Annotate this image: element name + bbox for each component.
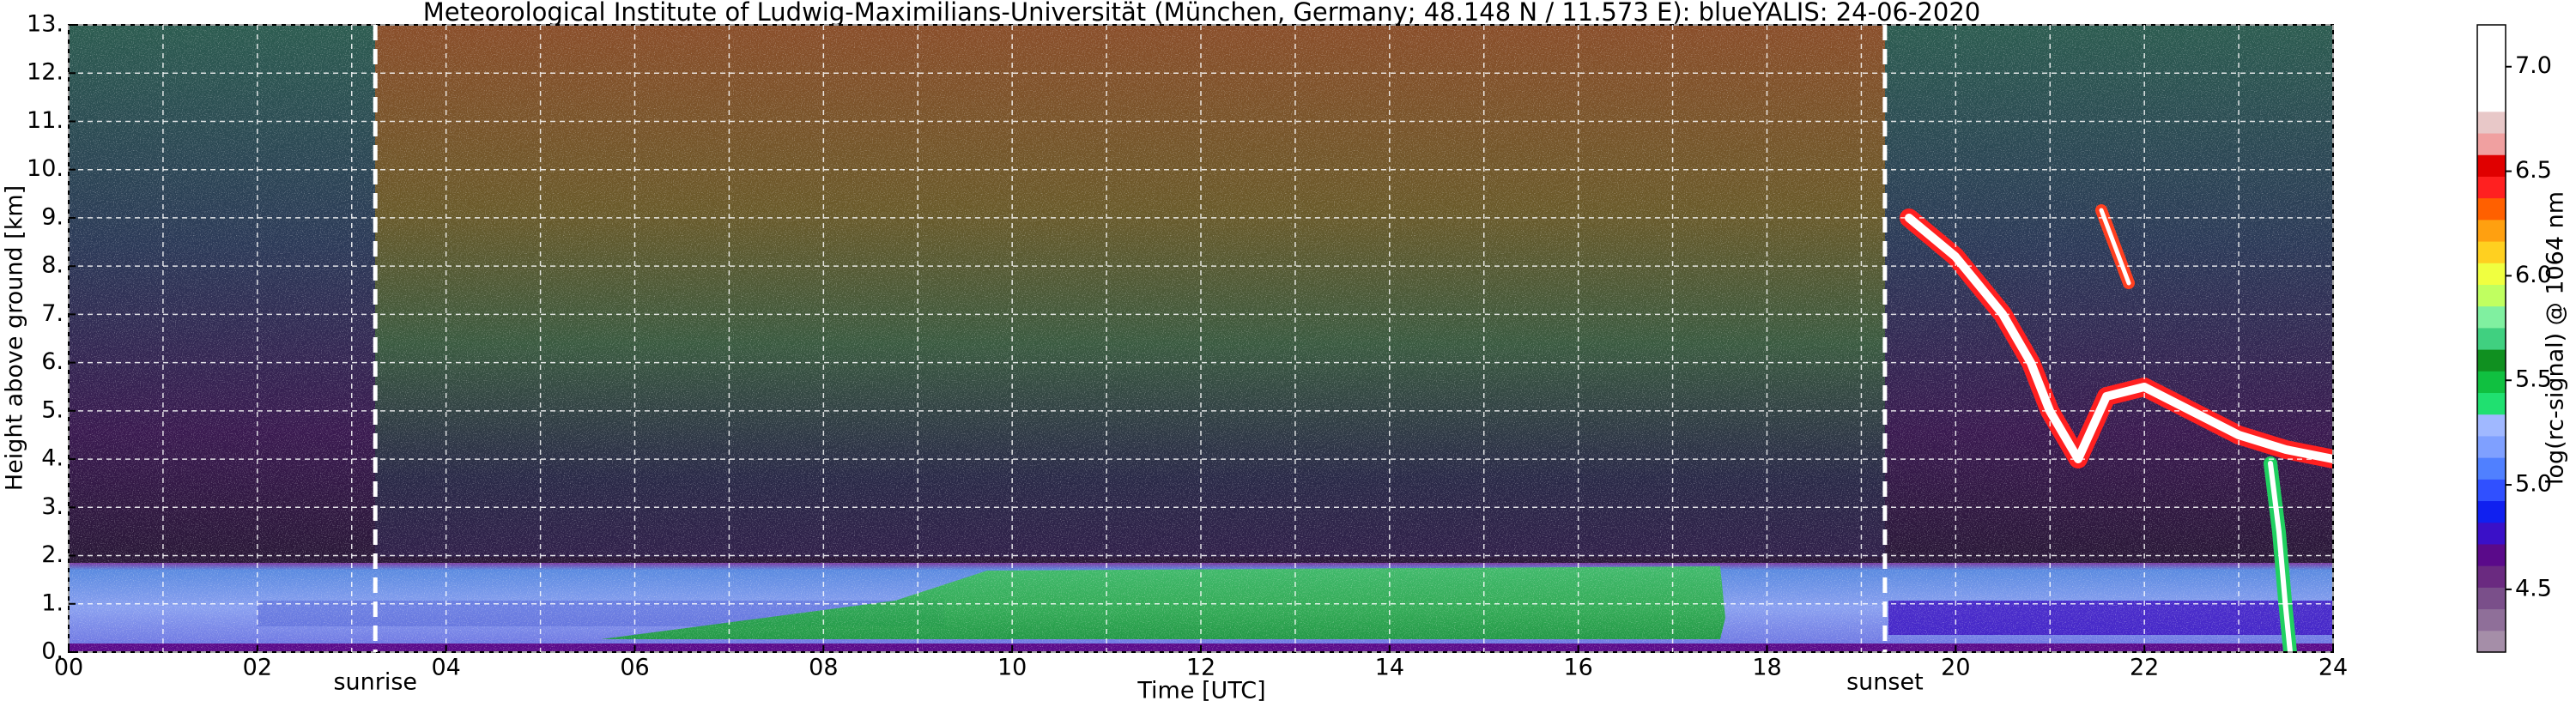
annotation-label: sunrise [333, 669, 417, 696]
colorbar-segment [2477, 263, 2506, 285]
x-tick-label: 08 [809, 655, 838, 681]
y-tick-label: 4. [41, 445, 64, 472]
y-tick-label: 1. [41, 589, 64, 616]
colorbar-segment [2477, 565, 2506, 588]
colorbar-segment [2477, 371, 2506, 394]
colorbar-segment [2477, 435, 2506, 458]
colorbar-segment [2477, 197, 2506, 221]
x-tick-label: 14 [1375, 655, 1404, 681]
y-tick-label: 8. [41, 252, 64, 279]
colorbar-tick-label: 5.5 [2515, 366, 2552, 393]
x-tick-label: 00 [54, 655, 83, 681]
chart-title: Meteorological Institute of Ludwig-Maxim… [423, 0, 1981, 27]
colorbar-segment [2477, 543, 2506, 566]
y-axis-label: Height above ground [km] [2, 185, 28, 491]
colorbar-tick-label: 5.0 [2515, 471, 2552, 498]
cloud [1900, 204, 2333, 652]
x-tick-label: 02 [243, 655, 272, 681]
colorbar-segment [2477, 154, 2506, 177]
colorbar-segment [2477, 241, 2506, 263]
y-tick-label: 9. [41, 203, 64, 230]
x-tick-label: 06 [620, 655, 649, 681]
colorbar-frame [2476, 24, 2506, 653]
y-tick-label: 13. [27, 11, 64, 38]
y-tick-label: 5. [41, 396, 64, 423]
colorbar-segment [2477, 414, 2506, 437]
colorbar-segment [2477, 392, 2506, 415]
y-tick-label: 7. [41, 300, 64, 327]
y-tick-label: 10. [27, 155, 64, 182]
x-tick-label: 12 [1186, 655, 1215, 681]
x-axis-label: Time [UTC] [1136, 678, 1265, 704]
colorbar-tick-label: 4.5 [2515, 575, 2552, 601]
colorbar-segment [2477, 349, 2506, 372]
colorbar-segment [2477, 111, 2506, 134]
colorbar-segment [2477, 327, 2506, 350]
colorbar-segment [2477, 284, 2506, 307]
y-tick-label: 12. [27, 59, 64, 86]
x-tick-label: 20 [1941, 655, 1970, 681]
colorbar-segment [2477, 176, 2506, 199]
y-tick-label: 2. [41, 541, 64, 568]
x-tick-label: 18 [1752, 655, 1781, 681]
colorbar-segment [2477, 587, 2506, 610]
colorbar-segment [2477, 89, 2506, 112]
colorbar-tick-label: 6.0 [2515, 262, 2552, 288]
colorbar-segment [2477, 133, 2506, 155]
colorbar-segment [2477, 46, 2506, 69]
colorbar-segment [2477, 522, 2506, 545]
colorbar-segment [2477, 457, 2506, 480]
colorbar-segment [2477, 608, 2506, 631]
colorbar-segment [2477, 500, 2506, 523]
annotation-label: sunset [1846, 669, 1924, 696]
x-tick-label: 24 [2318, 655, 2348, 681]
x-tick-label: 04 [431, 655, 460, 681]
x-tick-label: 16 [1563, 655, 1592, 681]
colorbar-tick-label: 6.5 [2515, 157, 2552, 184]
y-tick-label: 11. [27, 107, 64, 134]
colorbar-segment [2477, 479, 2506, 502]
x-tick-label: 10 [997, 655, 1027, 681]
y-tick-label: 6. [41, 348, 64, 375]
x-tick-label: 22 [2130, 655, 2159, 681]
colorbar-tick-label: 7.0 [2515, 52, 2552, 79]
colorbar-label: log(rc-signal) @ 1064 nm [2543, 191, 2569, 485]
y-tick-label: 0. [41, 638, 64, 665]
colorbar-segment [2477, 68, 2506, 91]
colorbar-segment [2477, 25, 2506, 47]
colorbar-segment [2477, 305, 2506, 329]
colorbar-segment [2477, 630, 2506, 653]
y-tick-label: 3. [41, 493, 64, 520]
colorbar-segment [2477, 219, 2506, 242]
